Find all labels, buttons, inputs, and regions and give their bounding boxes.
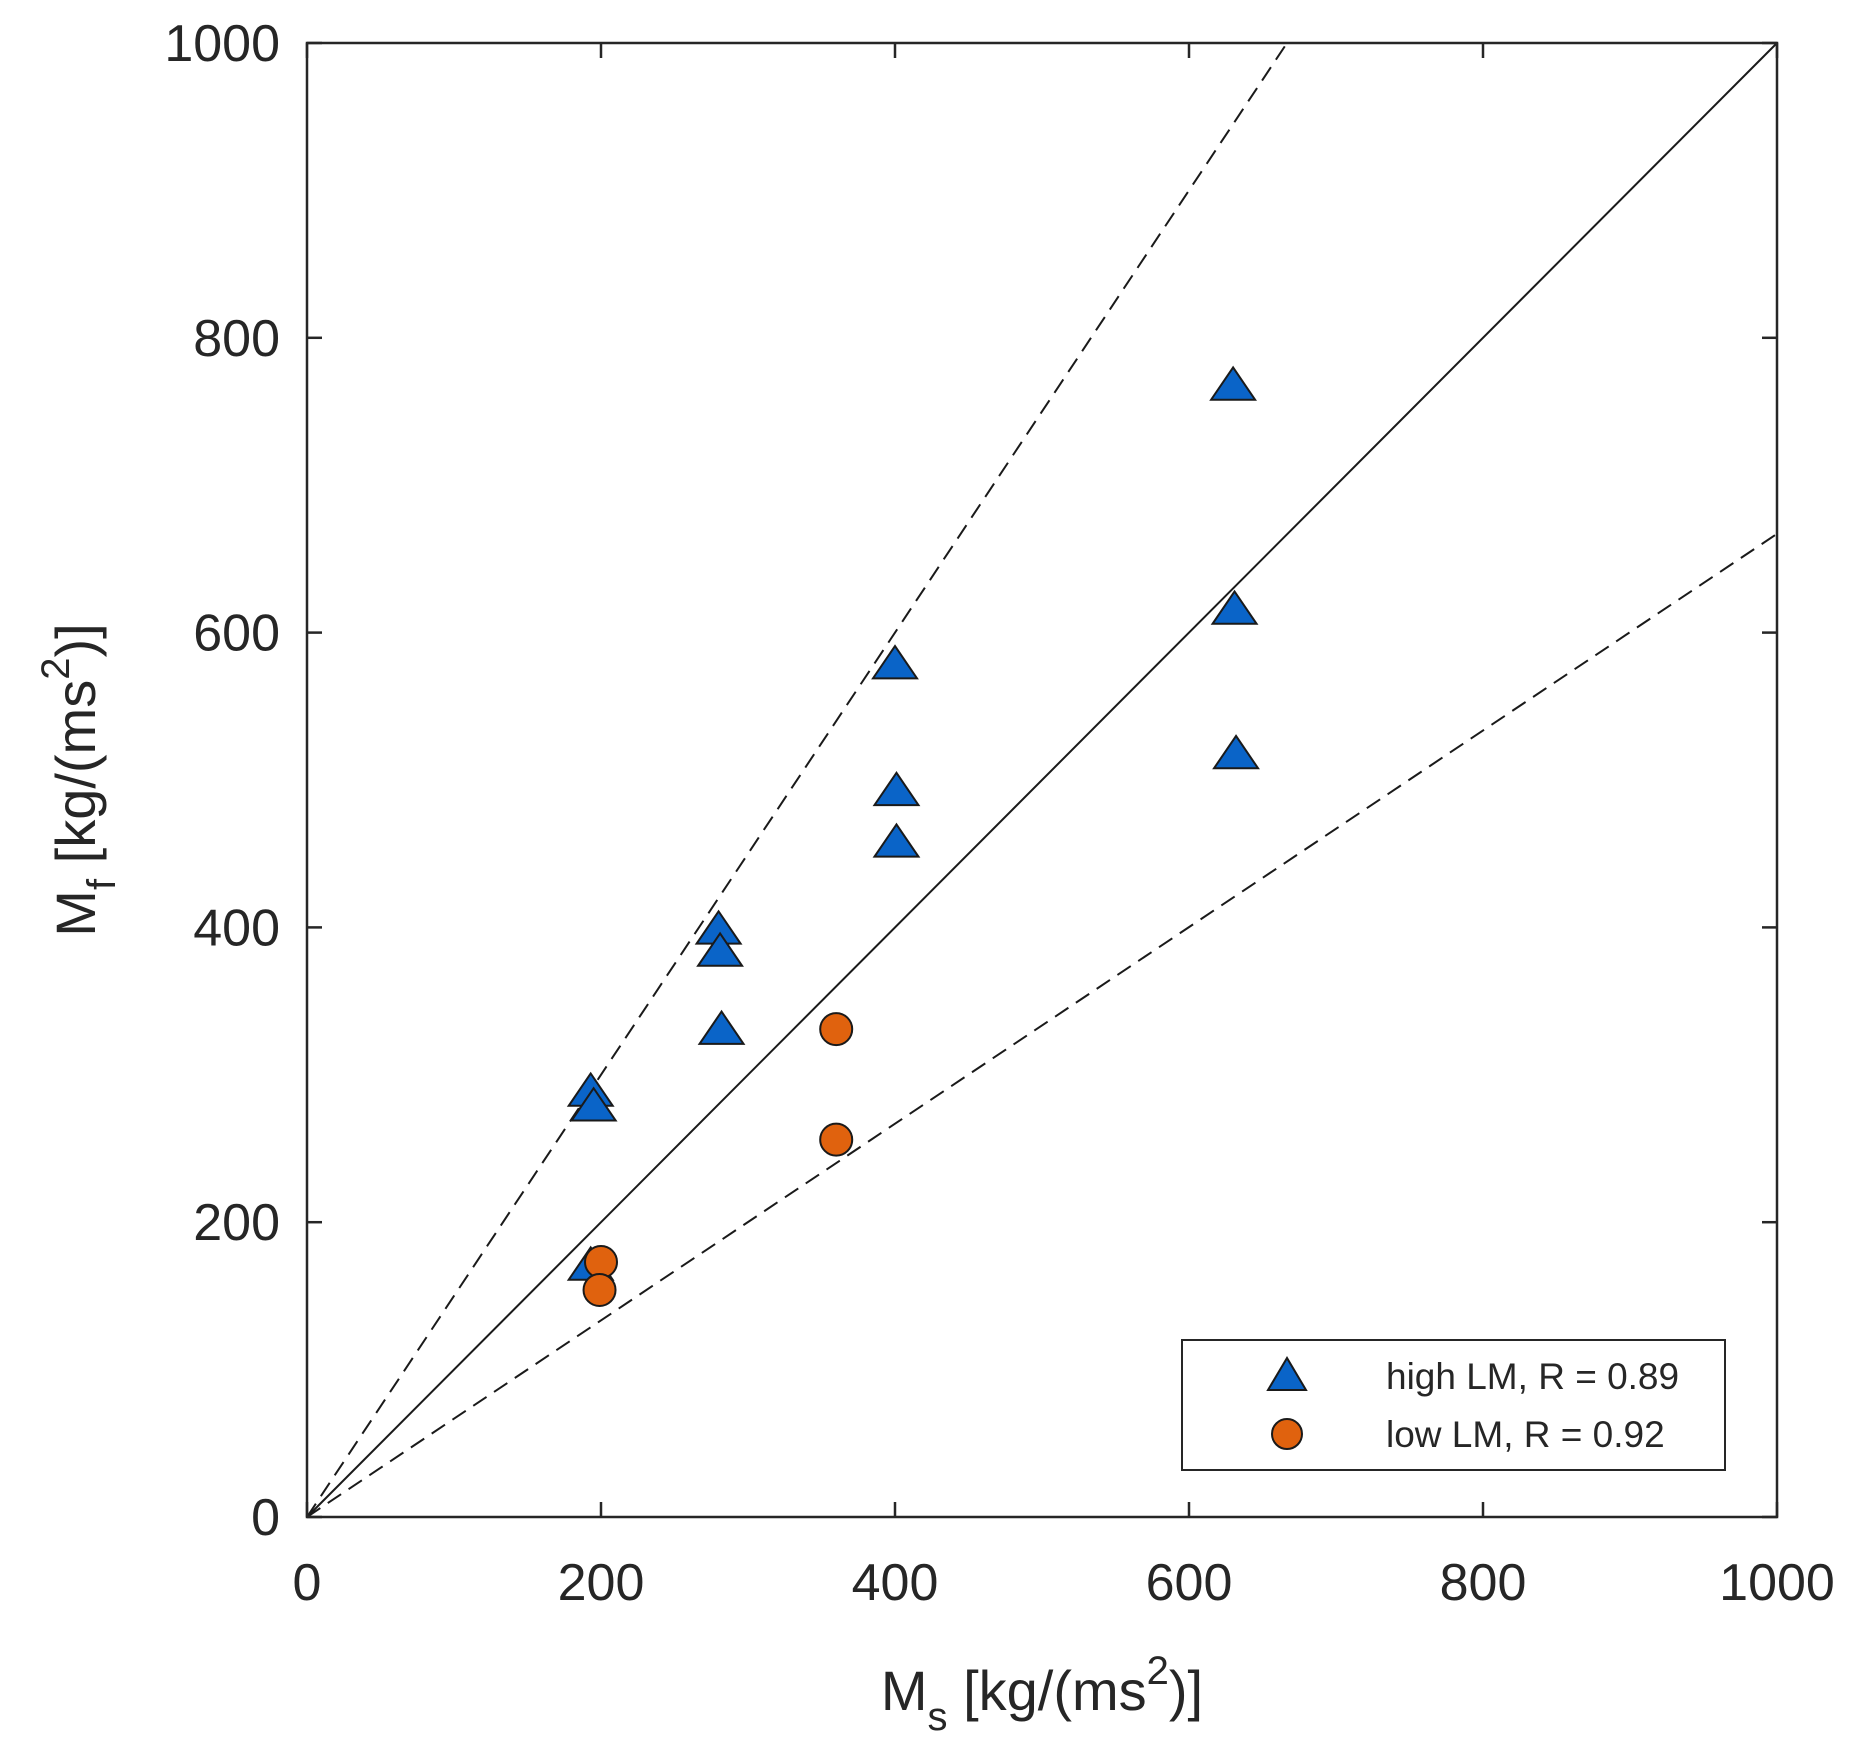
high-lm-point — [1209, 365, 1257, 401]
y-axis-label-main: M — [44, 890, 107, 937]
x-axis-label-unit: [kg/(ms — [948, 1659, 1147, 1722]
high-lm-point — [872, 771, 921, 807]
low-lm-point — [819, 1122, 854, 1157]
high-lm-point — [871, 644, 919, 680]
reference-line-1:1 — [306, 42, 1778, 1518]
legend-triangle-marker — [1266, 1356, 1308, 1391]
legend-box — [1181, 1339, 1726, 1471]
x-tick-label: 600 — [1146, 1554, 1233, 1612]
x-tick-label: 1000 — [1719, 1554, 1835, 1612]
legend-circle-marker — [1271, 1418, 1303, 1450]
reference-line-upper — [306, 42, 1288, 1518]
reference-lines — [306, 42, 1778, 1518]
x-axis-label-main: M — [881, 1659, 928, 1722]
x-axis-label: Ms [kg/(ms2)] — [881, 1649, 1203, 1739]
y-tick-label: 800 — [193, 310, 280, 368]
legend-label-high-lm: high LM, R = 0.89 — [1386, 1356, 1679, 1397]
high-lm-point — [872, 822, 921, 858]
x-tick-label: 200 — [558, 1554, 645, 1612]
reference-line-lower — [306, 533, 1778, 1518]
x-tick-labels: 0 200 400 600 800 1000 — [293, 1554, 1835, 1612]
x-axis-label-sub: s — [928, 1695, 948, 1739]
high-lm-point — [1212, 734, 1260, 770]
y-tick-label: 0 — [251, 1489, 280, 1547]
x-tick-label: 0 — [293, 1554, 322, 1612]
y-tick-label: 200 — [193, 1194, 280, 1252]
high-lm-point — [569, 1086, 618, 1122]
x-tick-label: 800 — [1440, 1554, 1527, 1612]
y-axis-label-sup: 2 — [34, 658, 78, 680]
y-axis-label: Mf [kg/(ms2)] — [34, 623, 124, 936]
y-tick-label: 400 — [193, 899, 280, 957]
axis-ticks — [305, 41, 1779, 1519]
y-axis-label-sub: f — [80, 878, 124, 890]
low-lm-point — [819, 1012, 854, 1047]
x-tick-label: 400 — [852, 1554, 939, 1612]
plot-frame — [305, 41, 1779, 1519]
legend: high LM, R = 0.89 low LM, R = 0.92 — [1181, 1339, 1726, 1471]
y-axis-label-close: )] — [44, 623, 107, 657]
data-points — [566, 365, 1260, 1308]
low-lm-point — [582, 1273, 617, 1308]
y-tick-labels: 0 200 400 600 800 1000 — [164, 15, 280, 1547]
legend-label-low-lm: low LM, R = 0.92 — [1386, 1414, 1665, 1455]
x-axis-label-sup: 2 — [1147, 1649, 1169, 1693]
y-tick-label: 1000 — [164, 15, 280, 73]
high-lm-point — [1210, 589, 1259, 625]
y-tick-label: 600 — [193, 605, 280, 663]
high-lm-point — [696, 931, 744, 967]
x-axis-label-close: )] — [1169, 1659, 1203, 1722]
y-axis-label-unit: [kg/(ms — [44, 680, 107, 879]
high-lm-point — [697, 1009, 746, 1045]
